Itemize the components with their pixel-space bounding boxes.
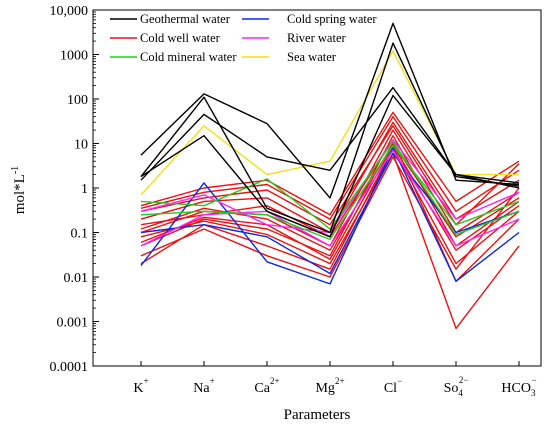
ion-charge: − bbox=[531, 375, 536, 385]
series-line-10 bbox=[140, 111, 520, 216]
x-tick-label: Na+ bbox=[193, 376, 214, 396]
series-layer bbox=[140, 22, 520, 330]
ion-charge: + bbox=[210, 376, 215, 386]
y-tick-label: 0.0001 bbox=[50, 360, 89, 375]
x-tick-label: Cl− bbox=[384, 376, 402, 396]
series-line-17 bbox=[140, 140, 520, 236]
y-tick-label: 1 bbox=[81, 182, 88, 197]
series-line-9 bbox=[140, 156, 520, 278]
legend: Geothermal water Cold spring water Cold we… bbox=[110, 12, 377, 64]
y-axis: 10,000 1000 100 10 1 0.1 0.01 0.001 0.0001 bbox=[50, 4, 99, 375]
ion-symbol: HCO bbox=[501, 381, 531, 396]
ion-charge: 2+ bbox=[270, 376, 280, 386]
legend-label: Cold spring water bbox=[287, 12, 377, 26]
ion-symbol: So bbox=[444, 381, 459, 396]
ion-symbol: Ca bbox=[254, 381, 270, 396]
legend-label: River water bbox=[287, 31, 346, 45]
y-axis-title-text: mol*L bbox=[12, 174, 28, 214]
x-tick-label: Mg2+ bbox=[315, 376, 344, 396]
series-line-21 bbox=[140, 42, 520, 234]
y-tick-label: 0.001 bbox=[57, 316, 89, 331]
x-tick-label: Ca2+ bbox=[254, 376, 279, 396]
ion-subscript: 3 bbox=[531, 388, 536, 398]
x-tick-label: K+ bbox=[133, 376, 148, 396]
y-tick-label: 0.1 bbox=[71, 227, 89, 242]
series-line-2 bbox=[140, 134, 520, 257]
legend-label: Cold well water bbox=[140, 31, 221, 45]
series-line-5 bbox=[140, 115, 520, 220]
y-tick-label: 1000 bbox=[60, 49, 88, 64]
series-line-7 bbox=[140, 152, 520, 330]
series-line-13 bbox=[140, 147, 520, 285]
y-axis-title-superscript: -1 bbox=[10, 166, 21, 174]
x-tick-label: So4 2− bbox=[444, 375, 469, 398]
ion-charge: 2+ bbox=[335, 376, 345, 386]
ion-charge: 2− bbox=[459, 375, 469, 385]
ion-symbol: Cl bbox=[384, 381, 397, 396]
series-line-11 bbox=[140, 142, 520, 251]
legend-label: Cold mineral water bbox=[140, 50, 237, 64]
series-line-22 bbox=[140, 86, 520, 189]
x-axis: K+ Na+ Ca2+ Mg2+ Cl− So42−HCO3− bbox=[133, 361, 537, 398]
legend-label: Geothermal water bbox=[140, 12, 231, 26]
ion-charge: + bbox=[144, 376, 149, 386]
ion-symbol: K bbox=[133, 381, 143, 396]
y-tick-label: 100 bbox=[67, 93, 88, 108]
series-line-1 bbox=[140, 147, 520, 270]
legend-label: Sea water bbox=[287, 50, 337, 64]
ion-charge: − bbox=[397, 376, 402, 386]
y-tick-label: 10,000 bbox=[50, 4, 89, 19]
ion-subscript: 4 bbox=[458, 388, 463, 398]
y-tick-label: 10 bbox=[74, 138, 88, 153]
series-line-15 bbox=[140, 149, 520, 247]
series-line-12 bbox=[140, 144, 520, 260]
series-line-23 bbox=[140, 94, 520, 238]
y-axis-title: mol*L-1 bbox=[10, 166, 28, 214]
ion-symbol: Mg bbox=[315, 381, 334, 396]
series-line-14 bbox=[140, 152, 520, 275]
x-axis-title: Parameters bbox=[284, 407, 351, 423]
series-line-19 bbox=[140, 50, 519, 196]
x-tick-label: HCO3 − bbox=[501, 375, 536, 398]
series-line-20 bbox=[140, 22, 520, 199]
series-line-18 bbox=[140, 144, 520, 241]
y-tick-label: 0.01 bbox=[64, 271, 89, 286]
ion-symbol: Na bbox=[193, 381, 210, 396]
